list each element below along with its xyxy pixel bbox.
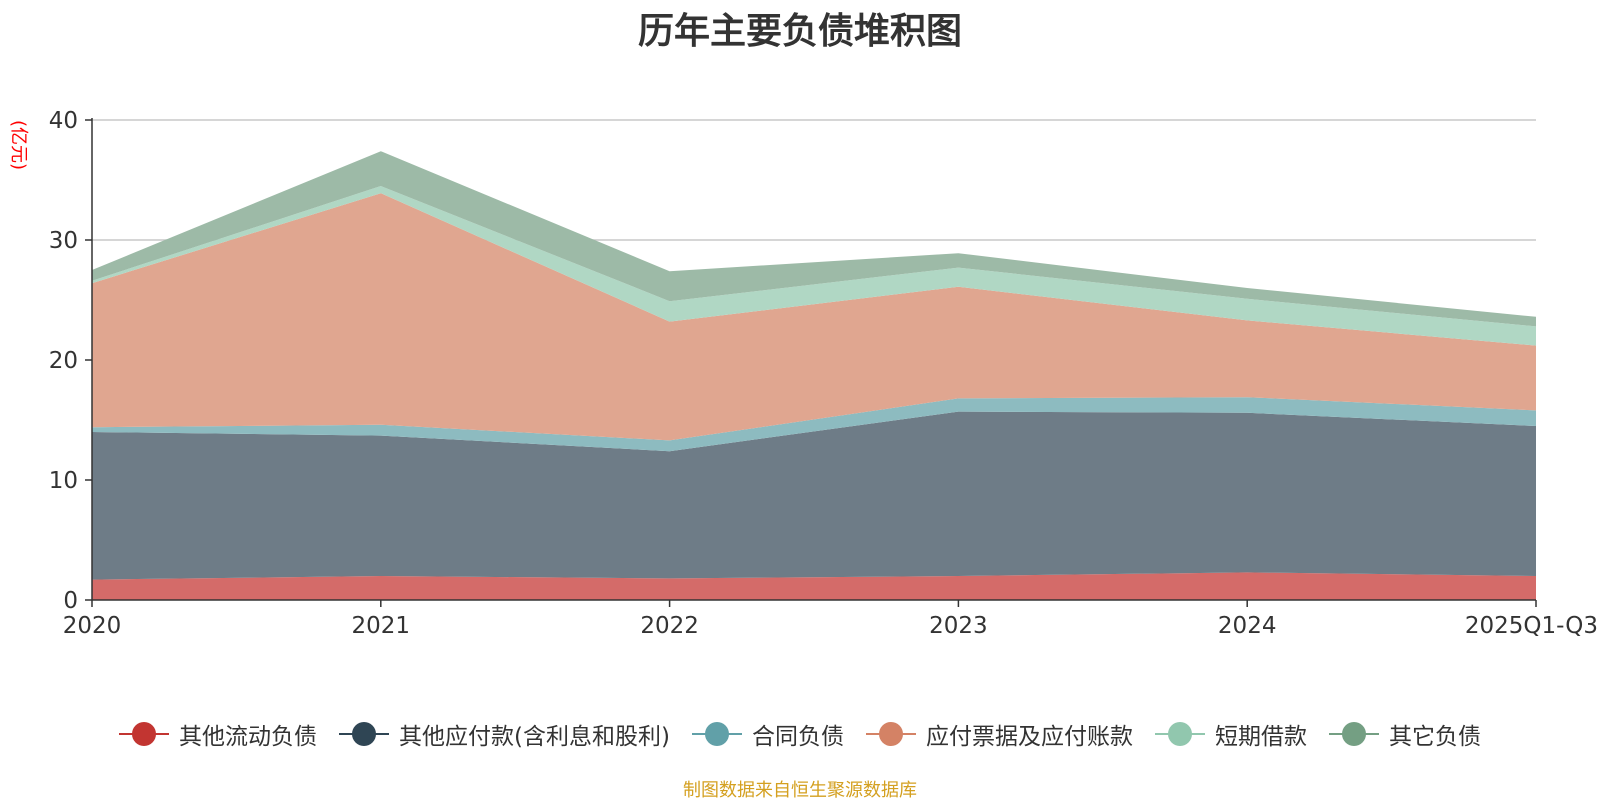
legend-marker-icon [1328, 722, 1379, 746]
data-source-note: 制图数据来自恒生聚源数据库 [683, 780, 917, 801]
area-series-2 [92, 411, 1536, 580]
x-tick-label: 2024 [1218, 613, 1277, 639]
y-tick-label: 0 [63, 588, 78, 614]
legend-marker-icon [691, 722, 742, 746]
y-tick-label: 40 [49, 108, 78, 134]
area-series-4 [92, 193, 1536, 441]
legend-marker-icon [1154, 722, 1205, 746]
x-tick-label: 2021 [352, 613, 411, 639]
area-series-6 [92, 151, 1536, 327]
legend-item-1[interactable]: 其他流动负债 [119, 717, 317, 751]
legend-marker-icon [119, 722, 170, 746]
legend-item-5[interactable]: 短期借款 [1154, 717, 1307, 751]
area-series-1 [92, 572, 1536, 600]
legend-label: 其他应付款(含利息和股利) [399, 724, 670, 750]
legend-label: 合同负债 [751, 724, 844, 750]
legend: 其他流动负债 其他应付款(含利息和股利) 合同负债 应付票据及应付账款 短期借款 其它负债 [0, 714, 1600, 754]
axes: 0 10 20 30 40 2020 2021 2022 2023 2024 2025Q1-Q3 [49, 108, 1598, 639]
legend-marker-icon [865, 722, 916, 746]
legend-item-4[interactable]: 应付票据及应付账款 [865, 717, 1133, 751]
area-series [92, 151, 1536, 600]
legend-label: 短期借款 [1214, 724, 1307, 750]
y-tick-label: 20 [49, 348, 78, 374]
legend-marker-icon [339, 722, 390, 746]
area-series-5 [92, 186, 1536, 346]
area-series-3 [92, 397, 1536, 452]
legend-item-6[interactable]: 其它负债 [1328, 717, 1481, 751]
x-tick-label: 2022 [640, 613, 699, 639]
y-tick-label: 10 [49, 468, 78, 494]
x-tick-label: 2020 [63, 613, 122, 639]
x-tick-label: 2025Q1-Q3 [1465, 613, 1598, 639]
x-tick-label: 2023 [929, 613, 988, 639]
legend-label: 其他流动负债 [179, 724, 318, 750]
legend-label: 应付票据及应付账款 [925, 724, 1133, 750]
legend-item-2[interactable]: 其他应付款(含利息和股利) [339, 717, 670, 751]
y-tick-label: 30 [49, 228, 78, 254]
chart-title: 历年主要负债堆积图 [637, 11, 962, 52]
legend-label: 其它负债 [1388, 724, 1481, 750]
legend-item-3[interactable]: 合同负债 [691, 717, 844, 751]
